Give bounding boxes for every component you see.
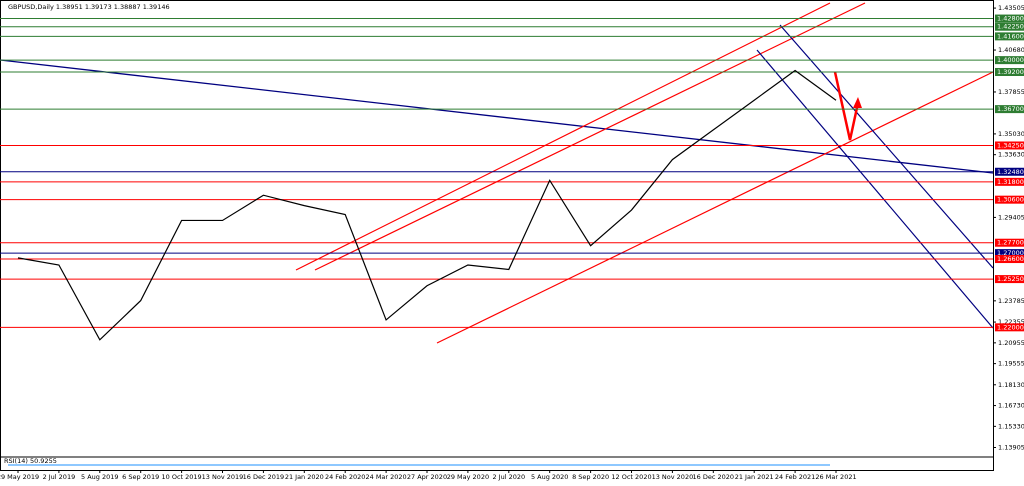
level-label: 1.41600 <box>997 32 1024 40</box>
x-tick-label: 2 Jul 2019 <box>43 473 76 481</box>
y-tick-label: 1.15330 <box>998 422 1024 430</box>
x-tick-label: 5 Aug 2020 <box>531 473 569 481</box>
y-tick-label: 1.18130 <box>998 381 1024 389</box>
level-tag <box>995 56 1024 65</box>
y-tick-label: 1.16730 <box>998 402 1024 410</box>
level-label: 1.31800 <box>997 178 1024 186</box>
level-label: 1.27700 <box>997 239 1024 247</box>
level-tag <box>995 195 1024 204</box>
x-tick-label: 24 Feb 2021 <box>775 473 815 481</box>
level-tag <box>995 177 1024 186</box>
trendline <box>295 2 831 271</box>
x-tick-label: 12 Oct 2020 <box>611 473 651 481</box>
x-tick-label: 26 Mar 2021 <box>815 473 856 481</box>
level-label: 1.42800 <box>997 15 1024 23</box>
x-tick-label: 10 Oct 2019 <box>162 473 202 481</box>
y-tick-label: 1.13905 <box>998 444 1024 452</box>
level-label: 1.30600 <box>997 196 1024 204</box>
indicator-label: RSI(14) 50.9255 <box>4 457 57 465</box>
x-tick-label: 29 May 2020 <box>447 473 489 481</box>
x-tick-label: 16 Dec 2019 <box>243 473 285 481</box>
x-tick-label: 2 Jul 2020 <box>492 473 525 481</box>
level-label: 1.27000 <box>997 249 1024 257</box>
level-tag <box>995 255 1024 264</box>
y-tick-label: 1.40680 <box>998 46 1024 54</box>
level-label: 1.25250 <box>997 275 1024 283</box>
x-tick-label: 21 Jan 2020 <box>285 473 324 481</box>
level-tag <box>995 22 1024 31</box>
level-label: 1.34250 <box>997 141 1024 149</box>
x-tick-label: 13 Nov 2019 <box>202 473 244 481</box>
x-tick-label: 8 Sep 2020 <box>572 473 609 481</box>
forecast-arrow <box>833 71 860 141</box>
x-tick-label: 6 Sep 2019 <box>122 473 159 481</box>
level-label: 1.22000 <box>997 323 1024 331</box>
x-tick-label: 24 Feb 2020 <box>325 473 365 481</box>
y-tick-label: 1.33630 <box>998 151 1024 159</box>
level-label: 1.42250 <box>997 23 1024 31</box>
level-label: 1.32480 <box>997 168 1024 176</box>
level-tag <box>995 275 1024 284</box>
x-tick-label: 24 Mar 2020 <box>365 473 406 481</box>
level-tag <box>995 67 1024 76</box>
trendline <box>779 24 994 269</box>
y-tick-label: 1.35030 <box>998 130 1024 138</box>
y-tick-label: 1.37855 <box>998 88 1024 96</box>
y-tick-label: 1.29405 <box>998 213 1024 221</box>
arrow-head <box>853 97 862 108</box>
trendline <box>436 71 994 344</box>
level-tag <box>995 141 1024 150</box>
x-tick-label: 13 Nov 2020 <box>652 473 694 481</box>
level-tag <box>995 167 1024 176</box>
level-tag <box>995 249 1024 258</box>
x-tick-label: 16 Dec 2020 <box>693 473 735 481</box>
y-tick-label: 1.43505 <box>998 4 1024 12</box>
x-tick-label: 27 Apr 2020 <box>407 473 447 481</box>
plot-frame <box>0 0 994 471</box>
y-tick-label: 1.19555 <box>998 360 1024 368</box>
level-label: 1.36700 <box>997 105 1024 113</box>
x-tick-label: 21 Jan 2021 <box>735 473 774 481</box>
trendline <box>314 2 866 271</box>
level-tag <box>995 238 1024 247</box>
price-line <box>17 69 837 341</box>
level-label: 1.40000 <box>997 56 1024 64</box>
x-tick-label: 5 Aug 2019 <box>81 473 119 481</box>
level-tag <box>995 32 1024 41</box>
trendline <box>756 49 994 329</box>
level-label: 1.26600 <box>997 255 1024 263</box>
y-tick-label: 1.22355 <box>998 318 1024 326</box>
y-tick-label: 1.20955 <box>998 339 1024 347</box>
level-tag <box>995 105 1024 114</box>
level-tag <box>995 323 1024 332</box>
level-label: 1.39200 <box>997 68 1024 76</box>
chart-title: GBPUSD,Daily 1.38951 1.39173 1.38887 1.3… <box>8 3 170 11</box>
x-tick-label: 29 May 2019 <box>0 473 39 481</box>
y-tick-label: 1.23785 <box>998 297 1024 305</box>
level-tag <box>995 14 1024 23</box>
trendline <box>0 59 994 174</box>
